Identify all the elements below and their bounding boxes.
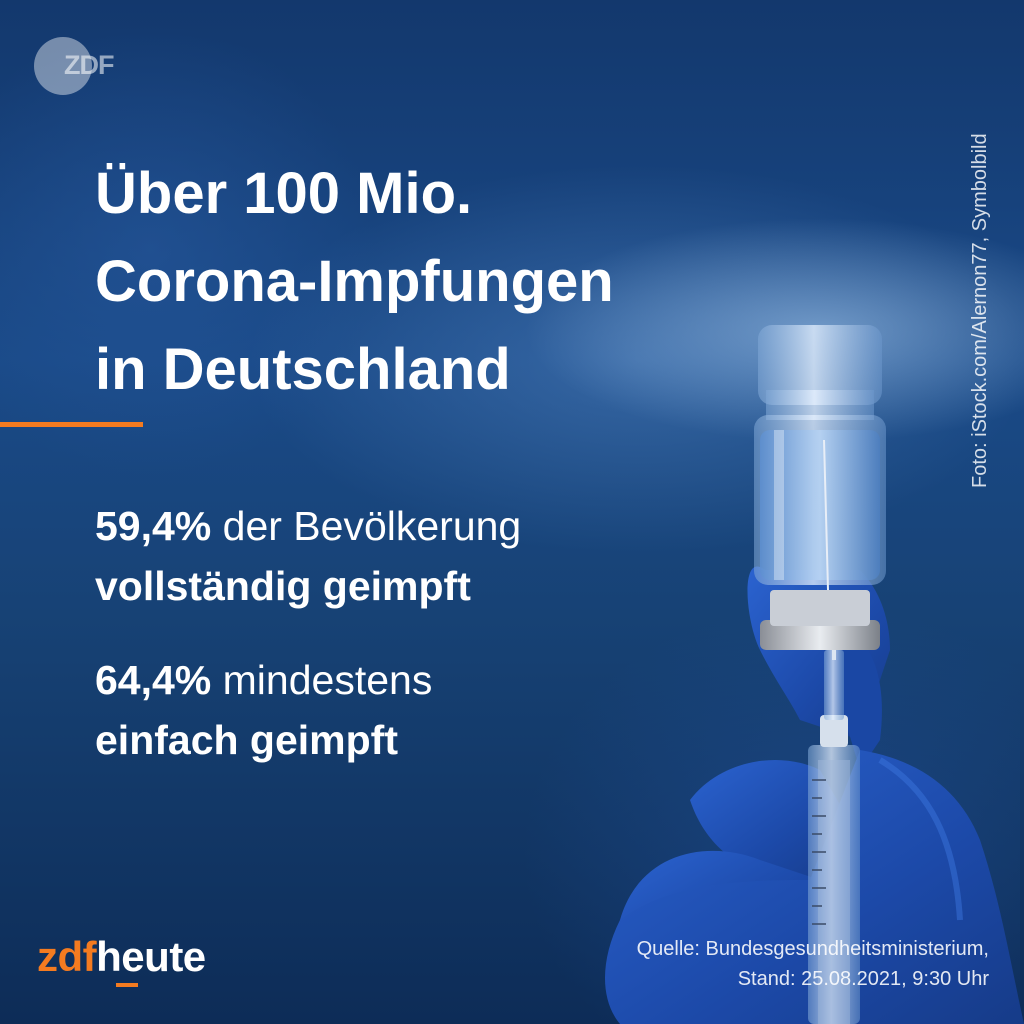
brand-underline: [116, 983, 138, 987]
photo-credit: Foto: iStock.com/Alernon77, Symbolbild: [965, 38, 997, 488]
stat-label-bold: einfach geimpft: [95, 717, 398, 763]
source-line-1: Quelle: Bundesgesundheitsministerium,: [636, 938, 989, 960]
stat-label-bold: vollständig geimpft: [95, 563, 471, 609]
stat-fully-vaccinated: 59,4% der Bevölkerung vollständig geimpf…: [95, 496, 715, 616]
headline: Über 100 Mio. Corona-Impfungen in Deutsc…: [95, 150, 795, 414]
headline-line-2: Corona-Impfungen: [95, 249, 614, 314]
headline-line-1: Über 100 Mio.: [95, 161, 473, 226]
zdfheute-logo: zdfheute: [37, 933, 206, 987]
stat-at-least-once: 64,4% mindestens einfach geimpft: [95, 650, 715, 770]
stat-value: 59,4%: [95, 503, 212, 549]
accent-divider: [0, 422, 143, 427]
stat-label: mindestens: [211, 657, 433, 703]
syringe-icon: [808, 620, 860, 1024]
vial-glass: [754, 325, 886, 650]
brand-zdf: zdf: [37, 933, 97, 980]
photo-credit-text: Foto: iStock.com/Alernon77, Symbolbild: [969, 133, 991, 488]
zdf-logo-text: ZDF: [64, 50, 114, 80]
zdf-logo-icon: [34, 37, 92, 95]
headline-line-3: in Deutschland: [95, 337, 511, 402]
brand-heute: heute: [96, 933, 206, 980]
source-note: Quelle: Bundesgesundheitsministerium, St…: [637, 934, 989, 994]
source-line-2: Stand: 25.08.2021, 9:30 Uhr: [737, 968, 989, 990]
stat-value: 64,4%: [95, 657, 212, 703]
stat-label: der Bevölkerung: [211, 503, 522, 549]
vaccine-vial-icon: [605, 325, 1024, 1024]
